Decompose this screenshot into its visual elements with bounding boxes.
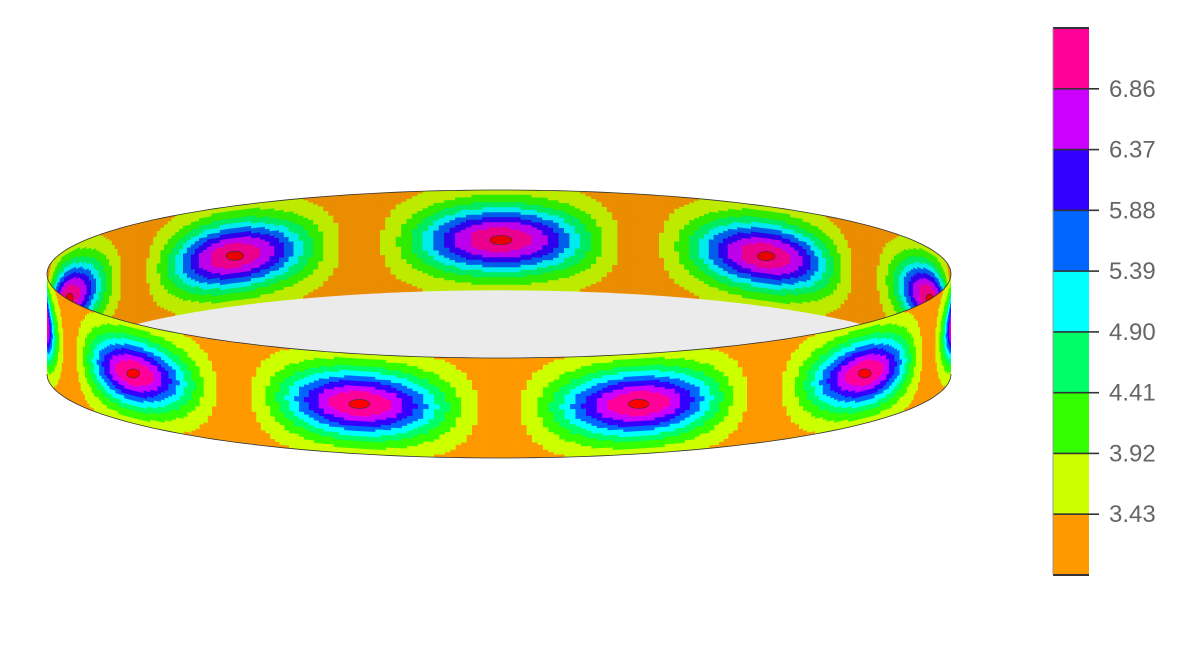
contour-plot: 3.433.924.414.905.395.886.376.86 (46, 27, 1156, 576)
